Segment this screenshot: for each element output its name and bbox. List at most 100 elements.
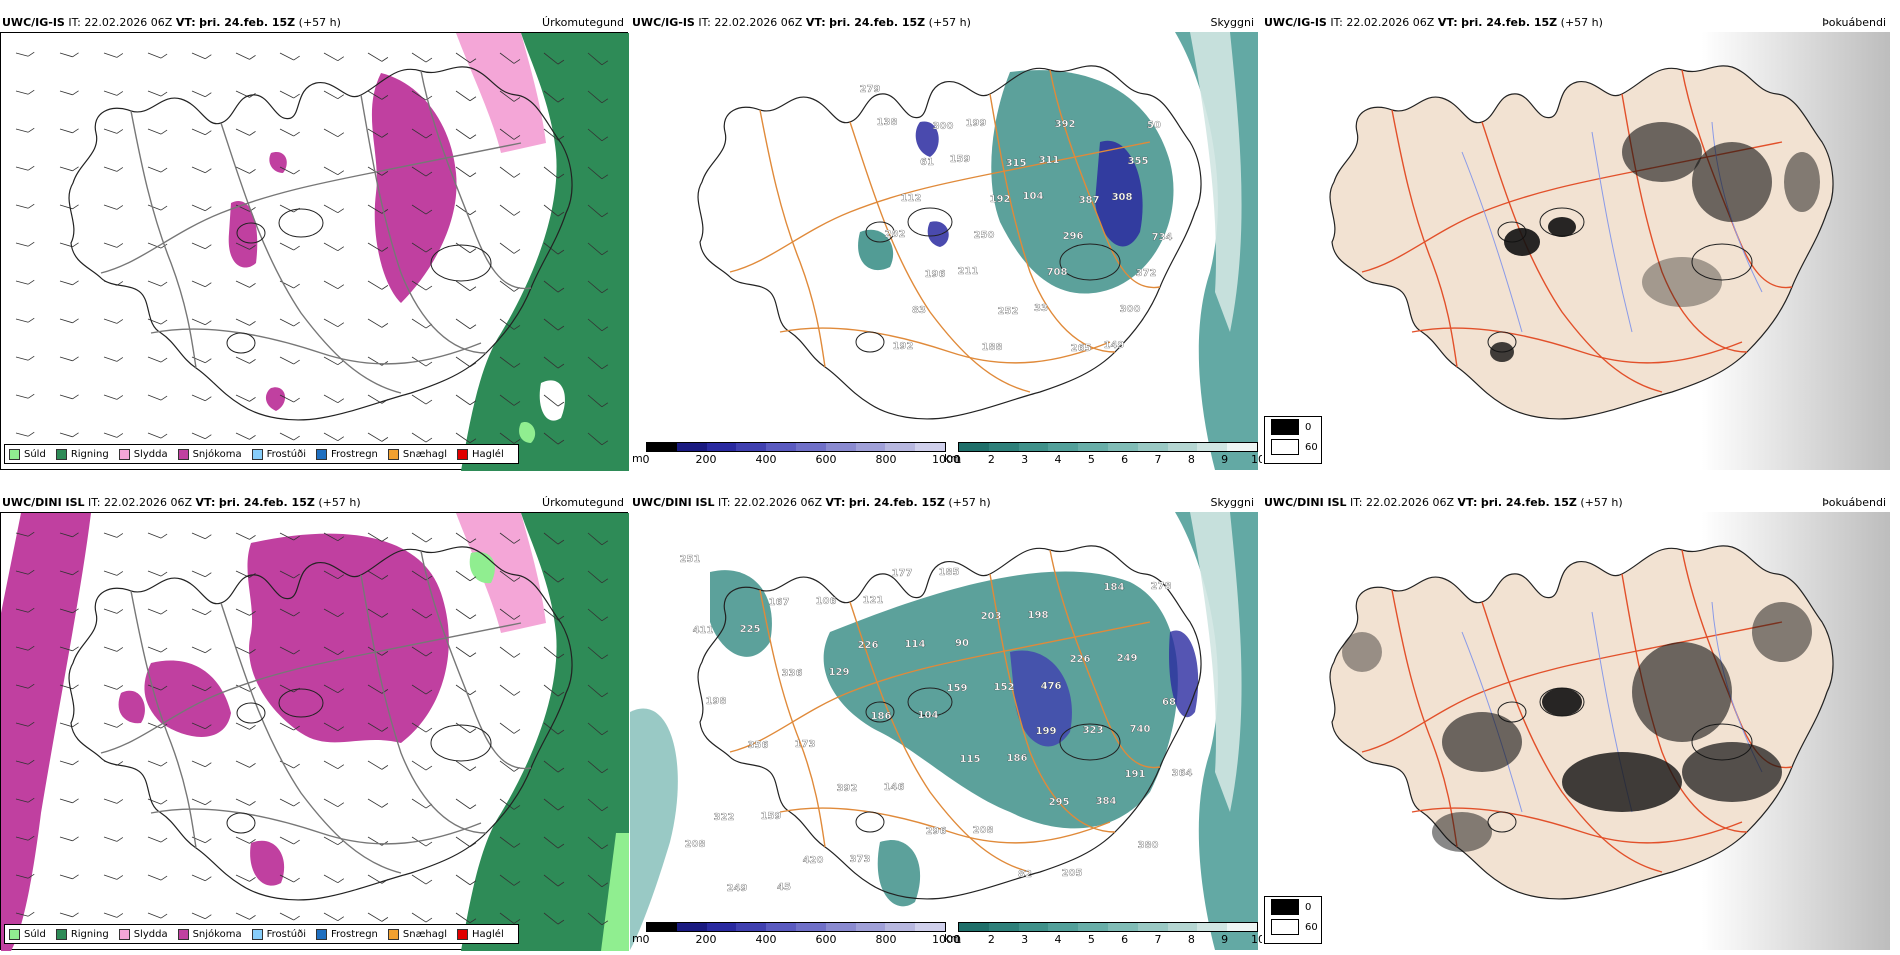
visibility-value-label: 295 <box>1049 797 1070 808</box>
title-offset: (+57 h) <box>1560 16 1603 29</box>
legend-item: Snæhagl <box>387 448 447 460</box>
fog-legend-swatch <box>1271 439 1299 455</box>
visibility-value-label: 196 <box>925 269 946 280</box>
visibility-value-label: 191 <box>1125 769 1146 780</box>
visibility-value-label: 356 <box>748 740 769 751</box>
visibility-value-label: 355 <box>1128 156 1149 167</box>
legend-swatch <box>316 928 327 940</box>
legend-label: Slydda <box>133 448 168 460</box>
title-vt-label: VT: <box>825 496 846 509</box>
visibility-value-label: 251 <box>680 554 701 565</box>
title-it-value: 22.02.2026 06Z <box>84 16 173 29</box>
map-panel: UWC/DINI ISL IT: 22.02.2026 06Z VT: þri.… <box>630 490 1265 950</box>
visibility-value-label: 323 <box>1083 725 1104 736</box>
colorbar-tick-label: 2 <box>987 453 995 466</box>
panel-title: UWC/DINI ISL IT: 22.02.2026 06Z VT: þri.… <box>2 496 361 509</box>
visibility-value-label: 186 <box>1007 753 1028 764</box>
legend-item: Haglél <box>457 448 504 460</box>
legend-swatch <box>316 448 327 460</box>
visibility-value-label: 249 <box>727 883 748 894</box>
visibility-value-label: 373 <box>850 854 871 865</box>
field-name: Úrkomutegund <box>542 16 624 29</box>
visibility-value-label: 121 <box>863 595 884 606</box>
colorbar-tick-label: 0 <box>642 933 650 946</box>
title-offset: (+57 h) <box>928 16 971 29</box>
visibility-value-label: 296 <box>926 826 947 837</box>
legend-label: Haglél <box>472 448 504 460</box>
colorbar-tick-label: 0 <box>642 453 650 466</box>
map-panel: UWC/DINI ISL IT: 22.02.2026 06Z VT: þri.… <box>1262 490 1890 950</box>
fog-legend-item: 60 <box>1265 917 1321 937</box>
visibility-value-label: 199 <box>1036 726 1057 737</box>
title-vt-value: þri. 24.feb. 15Z <box>199 16 296 29</box>
colorbar-tick-label: 2 <box>987 933 995 946</box>
title-vt-value: þri. 24.feb. 15Z <box>1461 16 1558 29</box>
visibility-value-label: 188 <box>982 342 1003 353</box>
visibility-value-label: 167 <box>769 597 790 608</box>
visibility-value-label: 33 <box>1034 303 1048 314</box>
colorbar-tick-label: 400 <box>755 933 777 946</box>
title-vt-label: VT: <box>805 16 826 29</box>
colorbar-unit: km <box>944 452 962 465</box>
visibility-value-label: 265 <box>1071 343 1092 354</box>
fog-legend-item: 60 <box>1265 437 1321 457</box>
title-vt-value: þri. 24.feb. 15Z <box>829 16 926 29</box>
map-panel: UWC/IG-IS IT: 22.02.2026 06Z VT: þri. 24… <box>1262 10 1890 470</box>
iceland-map <box>1262 32 1890 470</box>
fog-legend-swatch <box>1271 919 1299 935</box>
colorbar-unit: m <box>632 452 643 465</box>
iceland-map <box>15 33 629 471</box>
title-it-label: IT: <box>1330 16 1343 29</box>
iceland-map: 2511672261591991913224201772032266835639… <box>630 512 1258 950</box>
legend-label: Rigning <box>70 928 109 940</box>
visibility-value-label: 250 <box>974 230 995 241</box>
legend-label: Slydda <box>133 928 168 940</box>
visibility-value-label: 184 <box>1104 582 1125 593</box>
legend-swatch <box>55 448 67 460</box>
legend-item: Rigning <box>55 928 109 940</box>
legend-item: Súld <box>9 928 46 940</box>
colorbar-tick-label: 200 <box>695 933 717 946</box>
visibility-value-label: 186 <box>871 711 892 722</box>
legend-label: Súld <box>24 448 46 460</box>
legend-label: Frostúði <box>266 448 306 460</box>
legend-swatch <box>457 928 469 940</box>
visibility-value-label: 411 <box>693 625 714 636</box>
iceland-map <box>1 513 629 951</box>
title-it-label: IT: <box>718 496 731 509</box>
map-area: 251 167 226 159 199 191 322 420 177 203 226 68 356 39… <box>630 512 1258 950</box>
visibility-value-label: 208 <box>685 839 706 850</box>
visibility-value-label: 252 <box>998 306 1019 317</box>
visibility-value-label: 211 <box>958 266 979 277</box>
precip-type-legend: Súld Rigning Slydda Snjókoma Frostúði Frostre… <box>4 444 519 464</box>
title-it-value: 22.02.2026 06Z <box>714 16 803 29</box>
visibility-value-label: 226 <box>858 640 879 651</box>
fog-legend-swatch <box>1271 899 1299 915</box>
fog-legend-item: 0 <box>1265 897 1321 917</box>
visibility-value-label: 208 <box>973 825 994 836</box>
title-vt-value: þri. 24.feb. 15Z <box>1480 496 1577 509</box>
precip-type-legend: Súld Rigning Slydda Snjókoma Frostúði Frostre… <box>4 924 519 944</box>
field-name: Úrkomutegund <box>542 496 624 509</box>
title-it-label: IT: <box>698 16 711 29</box>
legend-item: Snjókoma <box>177 928 242 940</box>
legend-item: Súld <box>9 448 46 460</box>
fog-legend-swatch <box>1271 419 1299 435</box>
panel-title: UWC/IG-IS IT: 22.02.2026 06Z VT: þri. 24… <box>632 16 971 29</box>
visibility-value-label: 322 <box>714 812 735 823</box>
map-area <box>1262 512 1890 950</box>
colorbar-tick-label: 1 <box>954 453 962 466</box>
iceland-map <box>1262 512 1890 950</box>
visibility-value-label: 106 <box>816 596 837 607</box>
visibility-value-label: 83 <box>912 305 926 316</box>
legend-label: Rigning <box>70 448 109 460</box>
visibility-value-label: 392 <box>837 783 858 794</box>
panel-title: UWC/IG-IS IT: 22.02.2026 06Z VT: þri. 24… <box>1264 16 1603 29</box>
visibility-value-label: 278 <box>1151 581 1172 592</box>
visibility-value-label: 185 <box>939 567 960 578</box>
legend-label: Snjókoma <box>192 448 242 460</box>
visibility-value-label: 198 <box>706 696 727 707</box>
visibility-value-label: 202 <box>885 229 906 240</box>
visibility-km-colorbar: km 1 2 3 4 5 6 7 8 9 10 <box>944 922 1265 946</box>
visibility-km-colorbar: km 1 2 3 4 5 6 7 8 9 10 <box>944 442 1265 466</box>
